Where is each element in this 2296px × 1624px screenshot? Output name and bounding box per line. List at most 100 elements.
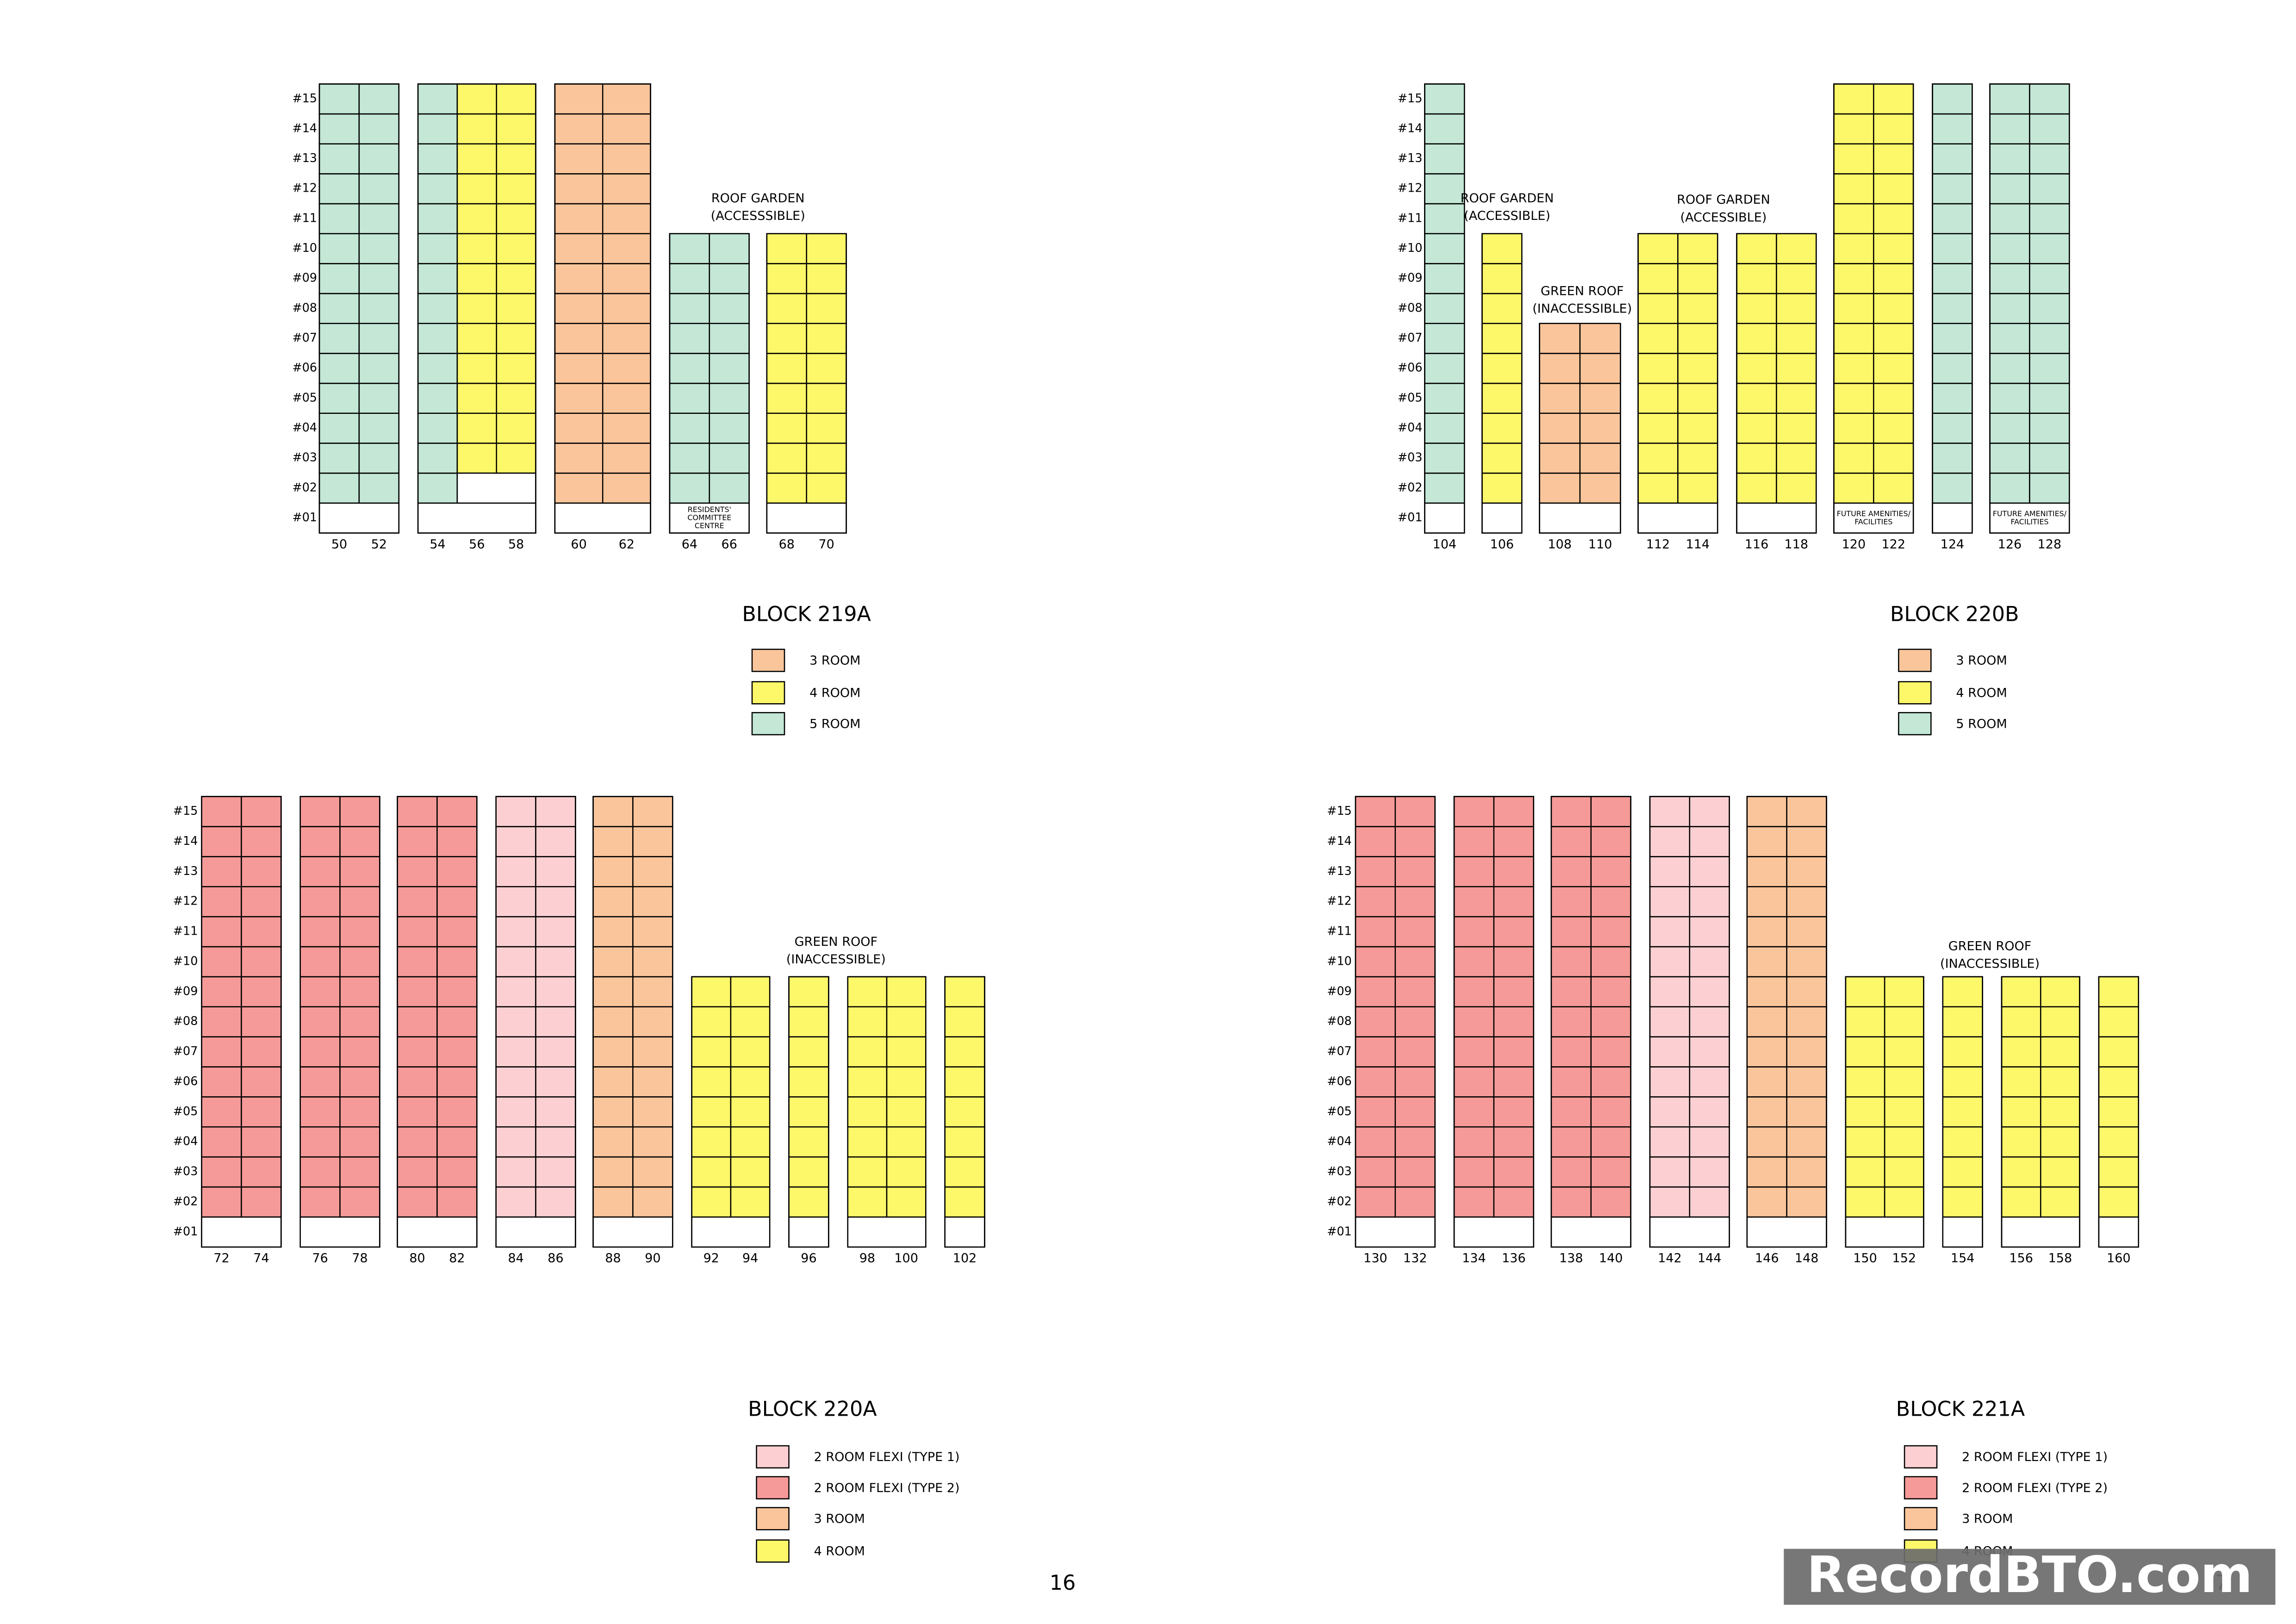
unit-cell — [417, 293, 458, 324]
unit-cell — [535, 1186, 576, 1218]
unit-cell — [592, 856, 634, 887]
unit-cell — [806, 353, 847, 384]
unit-number: 108 — [1548, 537, 1572, 551]
unit-cell — [1786, 976, 1827, 1008]
unit-cell — [1424, 293, 1465, 324]
unit-cell — [1786, 826, 1827, 857]
unit-cell — [1746, 826, 1787, 857]
watermark-box — [1784, 1549, 2276, 1605]
unit-cell — [602, 233, 651, 264]
unit-cell — [417, 113, 458, 145]
unit-cell — [1942, 1186, 1983, 1218]
unit-cell — [1736, 263, 1777, 294]
floor-label: #03 — [173, 1164, 198, 1178]
unit-cell — [1873, 83, 1914, 115]
legend-label: 2 ROOM FLEXI (TYPE 1) — [1962, 1450, 2108, 1464]
unit-number: 150 — [1853, 1251, 1877, 1266]
unit-cell — [1539, 323, 1581, 354]
unit-cell — [1649, 946, 1691, 978]
group-outline — [691, 976, 771, 1248]
unit-cell — [1481, 323, 1523, 354]
unit-cell — [1833, 382, 1874, 414]
unit-number: 82 — [449, 1251, 465, 1266]
unit-cell — [1493, 1096, 1534, 1128]
unit-cell — [1590, 1066, 1631, 1098]
unit-cell — [1424, 143, 1465, 175]
unit-cell — [1833, 323, 1874, 354]
unit-cell — [847, 1066, 888, 1098]
unit-cell — [1424, 263, 1465, 294]
unit-cell — [456, 443, 498, 474]
unit-cell — [592, 826, 634, 857]
group-outline — [1736, 233, 1817, 534]
unit-number: 116 — [1745, 537, 1769, 551]
unit-cell — [554, 173, 604, 205]
unit-cell — [1746, 976, 1787, 1008]
unit-cell — [1989, 382, 2030, 414]
unit-cell — [806, 263, 847, 294]
unit-cell — [1550, 826, 1592, 857]
unit-cell — [201, 1096, 242, 1128]
unit-cell — [730, 1186, 771, 1218]
roof-note: (INACCESSIBLE) — [786, 952, 886, 967]
unit-cell — [1873, 382, 1914, 414]
unit-cell — [535, 976, 576, 1008]
unit-cell — [1833, 472, 1874, 504]
unit-cell — [592, 1066, 634, 1098]
unit-cell — [318, 353, 360, 384]
unit-cell — [495, 946, 536, 978]
unit-cell — [1637, 382, 1679, 414]
group-outline — [1355, 796, 1436, 1248]
floor-label: #01 — [292, 510, 317, 524]
unit-cell — [1873, 323, 1914, 354]
unit-number: 148 — [1795, 1251, 1819, 1266]
unit-cell — [1481, 263, 1523, 294]
unit-cell — [1932, 113, 1973, 145]
unit-number: 124 — [1941, 537, 1965, 551]
unit-cell — [1833, 263, 1874, 294]
unit-cell — [592, 1006, 634, 1037]
group-outline — [1637, 233, 1718, 534]
unit-cell — [417, 83, 458, 115]
unit-cell — [1746, 1036, 1787, 1068]
unit-cell — [456, 323, 498, 354]
unit-cell — [1539, 382, 1581, 414]
unit-cell — [1689, 856, 1730, 887]
unit-cell — [1637, 353, 1679, 384]
unit-cell — [299, 1006, 341, 1037]
floor-label: #05 — [292, 390, 317, 404]
unit-cell — [1942, 1126, 1983, 1158]
unit-cell — [1884, 1156, 1924, 1188]
unit-cell — [299, 1126, 341, 1158]
unit-cell — [318, 382, 360, 414]
unit-cell — [397, 976, 438, 1008]
unit-cell — [436, 826, 478, 857]
unit-cell — [2098, 1006, 2139, 1037]
floor-label: #01 — [1327, 1224, 1352, 1238]
unit-cell — [1579, 382, 1621, 414]
unit-cell — [1355, 1036, 1396, 1068]
unit-number: 140 — [1599, 1251, 1623, 1266]
floor-label: #14 — [173, 834, 198, 848]
unit-cell — [201, 946, 242, 978]
group-outline — [1424, 83, 1465, 534]
unit-number: 132 — [1403, 1251, 1427, 1266]
unit-cell — [1833, 353, 1874, 384]
unit-number: 98 — [859, 1251, 875, 1266]
unit-cell — [632, 826, 673, 857]
unit-cell — [1942, 976, 1983, 1008]
unit-number: 106 — [1490, 537, 1514, 551]
unit-cell — [241, 946, 282, 978]
unit-cell — [886, 1066, 927, 1098]
unit-number: 96 — [801, 1251, 816, 1266]
unit-cell — [1394, 916, 1436, 948]
unit-cell — [1786, 946, 1827, 978]
unit-cell — [669, 472, 710, 504]
floor-label: #08 — [173, 1014, 198, 1028]
unit-cell — [1481, 472, 1523, 504]
floor-label: #12 — [1327, 894, 1352, 908]
ground-floor — [1550, 1216, 1631, 1248]
unit-cell — [358, 203, 400, 235]
unit-cell — [1355, 1096, 1396, 1128]
unit-cell — [847, 1096, 888, 1128]
